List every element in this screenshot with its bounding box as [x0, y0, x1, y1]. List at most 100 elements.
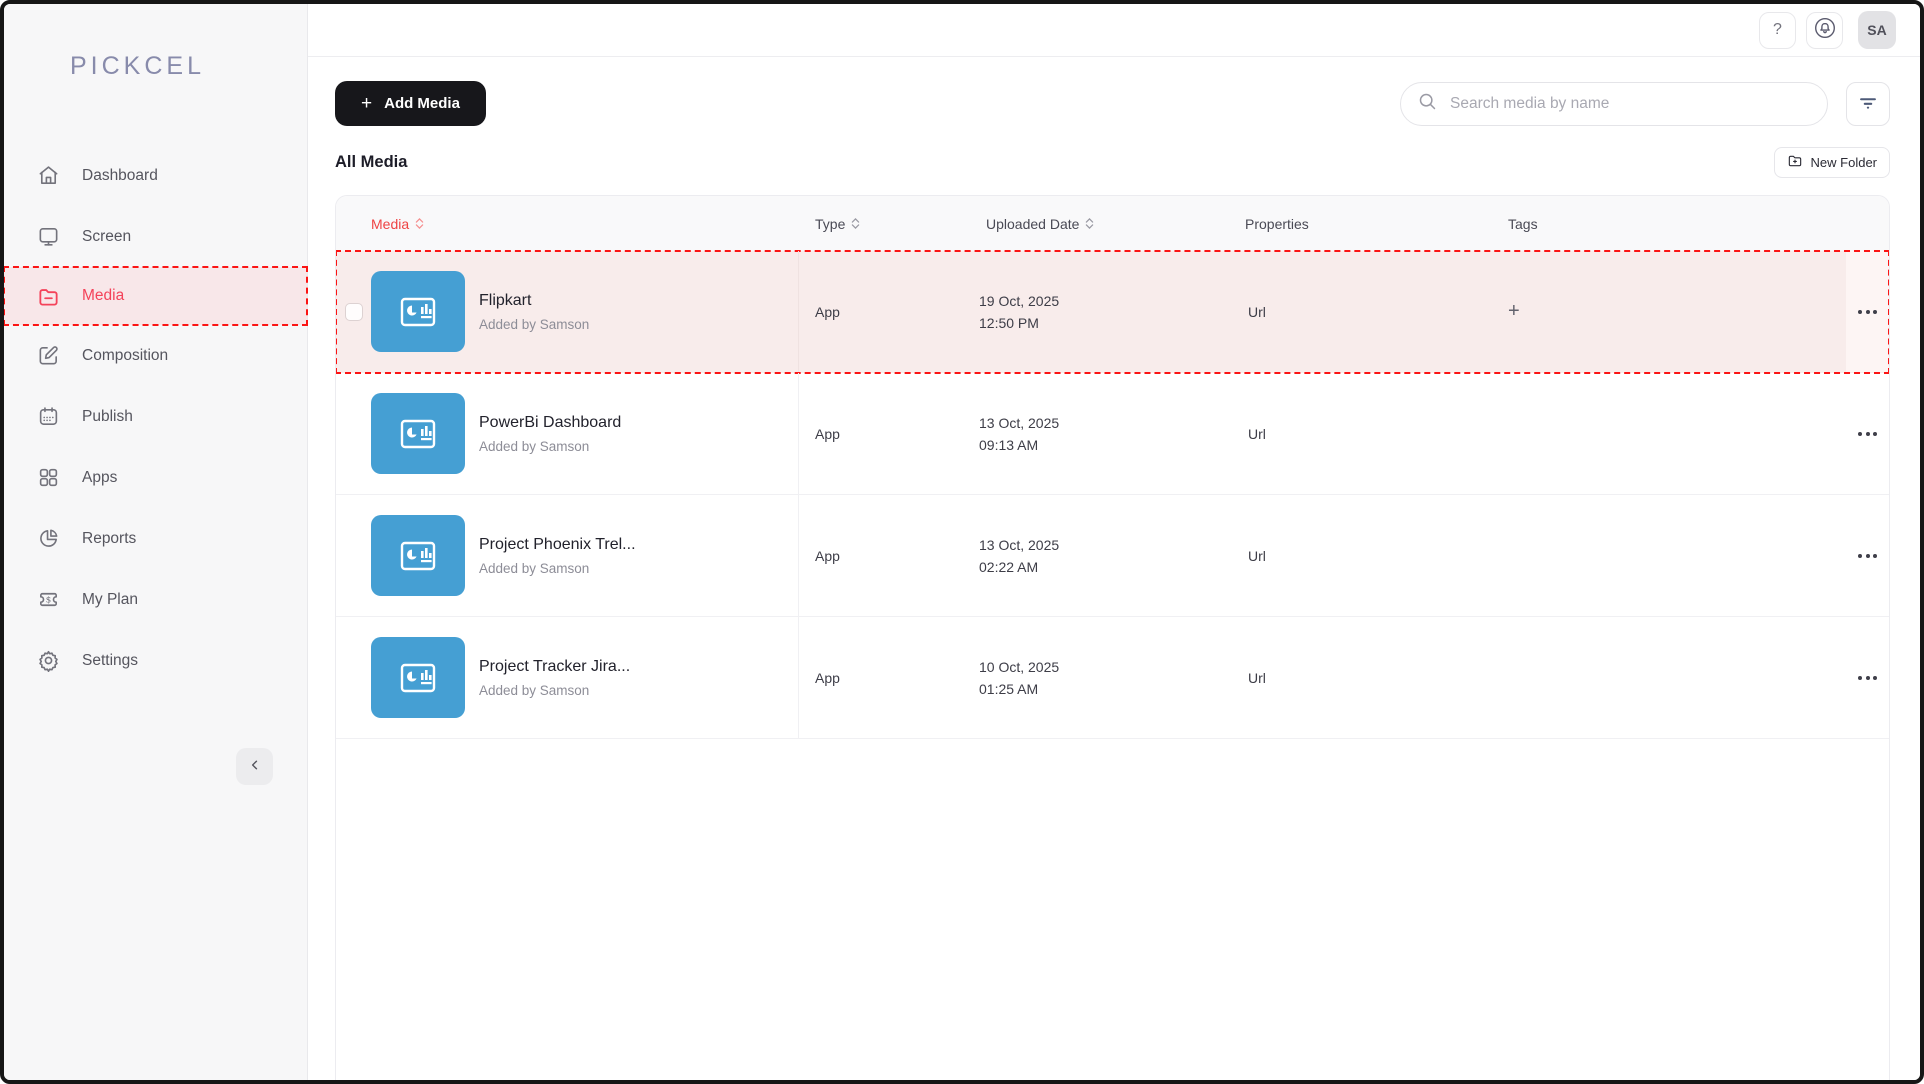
sidebar-item-apps[interactable]: Apps	[4, 447, 307, 508]
sidebar-collapse-button[interactable]	[236, 748, 273, 785]
sidebar-item-dashboard[interactable]: Dashboard	[4, 145, 307, 206]
chevron-left-icon	[248, 758, 262, 775]
media-name: Project Phoenix Trel...	[479, 535, 636, 553]
tags-cell	[1506, 373, 1846, 494]
sidebar-item-publish[interactable]: Publish	[4, 386, 307, 447]
search-icon	[1417, 91, 1438, 117]
pickcel-logo: PICKCEL	[70, 52, 205, 80]
folder-minus-icon	[37, 285, 60, 308]
calendar-icon	[37, 405, 60, 428]
row-checkbox[interactable]	[345, 302, 363, 321]
type-cell: App	[815, 303, 840, 320]
uploaded-date: 13 Oct, 2025	[979, 536, 1060, 553]
sidebar-item-label: Apps	[82, 468, 118, 486]
properties-cell: Url	[1248, 669, 1266, 686]
add-tag-button[interactable]: +	[1508, 300, 1520, 322]
actions-cell	[1846, 251, 1889, 372]
sidebar-item-reports[interactable]: Reports	[4, 508, 307, 569]
gear-icon	[37, 649, 60, 672]
topbar: ? SA	[308, 4, 1920, 57]
actions-cell	[1846, 373, 1889, 494]
app-thumbnail	[371, 515, 465, 596]
sidebar-item-label: Composition	[82, 346, 169, 364]
main-area: ? SA + Add Media	[308, 4, 1920, 1080]
sidebar-nav: Dashboard Screen Media Composition	[4, 145, 308, 691]
notifications-button[interactable]	[1806, 11, 1843, 49]
tags-cell	[1506, 495, 1846, 616]
bell-icon	[1813, 16, 1837, 45]
table-row[interactable]: PowerBi Dashboard Added by Samson App 13…	[336, 373, 1889, 495]
media-text: Project Phoenix Trel... Added by Samson	[479, 536, 636, 576]
table-row[interactable]: Project Tracker Jira... Added by Samson …	[336, 617, 1889, 739]
uploaded-time: 02:22 AM	[979, 558, 1039, 575]
media-name: Project Tracker Jira...	[479, 657, 631, 675]
pie-chart-icon	[37, 527, 60, 550]
sidebar-item-screen[interactable]: Screen	[4, 206, 307, 267]
folder-plus-icon	[1787, 153, 1803, 172]
sidebar-item-label: Reports	[82, 529, 137, 547]
uploaded-time: 01:25 AM	[979, 680, 1039, 697]
uploaded-time: 12:50 PM	[979, 314, 1039, 331]
heading-row: All Media New Folder	[335, 147, 1890, 178]
sidebar-item-settings[interactable]: Settings	[4, 630, 307, 691]
properties-cell: Url	[1248, 303, 1266, 320]
ticket-dollar-icon: $	[37, 588, 60, 611]
type-cell: App	[815, 547, 840, 564]
properties-cell: Url	[1248, 547, 1266, 564]
column-header-uploaded-date[interactable]: Uploaded Date	[973, 216, 1241, 232]
column-header-properties: Properties	[1245, 215, 1309, 232]
new-folder-label: New Folder	[1810, 155, 1877, 170]
uploaded-date: 19 Oct, 2025	[979, 292, 1060, 309]
sidebar-item-label: Media	[82, 287, 125, 304]
actions-cell	[1846, 617, 1889, 738]
sort-icon	[1085, 218, 1094, 229]
media-cell: Project Phoenix Trel... Added by Samson	[336, 495, 799, 616]
uploaded-time: 09:13 AM	[979, 436, 1039, 453]
media-added-by: Added by Samson	[479, 560, 590, 576]
filter-button[interactable]	[1846, 81, 1890, 126]
monitor-icon	[37, 225, 60, 248]
date-cell: 19 Oct, 2025 12:50 PM	[973, 251, 1241, 372]
sidebar-item-label: Settings	[82, 651, 139, 669]
date-cell: 13 Oct, 2025 09:13 AM	[973, 373, 1241, 494]
sidebar-item-composition[interactable]: Composition	[4, 325, 307, 386]
column-header-type[interactable]: Type	[799, 216, 973, 232]
column-header-media[interactable]: Media	[336, 216, 799, 232]
table-row[interactable]: Project Phoenix Trel... Added by Samson …	[336, 495, 1889, 617]
media-cell: Flipkart Added by Samson	[336, 251, 799, 372]
help-button[interactable]: ?	[1759, 11, 1796, 49]
dashboard-app-icon	[400, 297, 436, 326]
page-title: All Media	[335, 153, 408, 171]
new-folder-button[interactable]: New Folder	[1773, 147, 1890, 178]
user-avatar[interactable]: SA	[1858, 11, 1896, 49]
sidebar-item-label: My Plan	[82, 590, 138, 608]
add-media-button[interactable]: + Add Media	[335, 81, 486, 126]
row-menu-button[interactable]	[1858, 495, 1877, 616]
app-thumbnail	[371, 637, 465, 718]
media-name: Flipkart	[479, 291, 532, 309]
uploaded-date: 10 Oct, 2025	[979, 658, 1060, 675]
table-row[interactable]: Flipkart Added by Samson App 19 Oct, 202…	[336, 250, 1889, 374]
media-toolbar: + Add Media	[335, 81, 1890, 126]
avatar-initials: SA	[1867, 22, 1887, 38]
table-header: Media Type Uploaded	[336, 196, 1889, 251]
sidebar-item-media[interactable]: Media	[4, 266, 308, 326]
sidebar-item-label: Screen	[82, 227, 132, 245]
media-page: + Add Media	[308, 57, 1920, 1080]
add-media-label: Add Media	[384, 95, 460, 112]
media-text: Project Tracker Jira... Added by Samson	[479, 658, 630, 698]
sidebar-item-label: Publish	[82, 407, 133, 425]
row-menu-button[interactable]	[1858, 617, 1877, 738]
app-thumbnail	[371, 271, 465, 352]
properties-cell: Url	[1248, 425, 1266, 442]
search-box	[1400, 81, 1828, 126]
dashboard-app-icon	[400, 663, 436, 692]
row-menu-button[interactable]	[1858, 373, 1877, 494]
sort-icon	[415, 218, 424, 229]
tags-cell: +	[1506, 251, 1846, 372]
row-menu-button[interactable]	[1858, 251, 1877, 372]
sidebar-item-my-plan[interactable]: $ My Plan	[4, 569, 307, 630]
tags-cell	[1506, 617, 1846, 738]
search-input[interactable]	[1450, 94, 1811, 113]
